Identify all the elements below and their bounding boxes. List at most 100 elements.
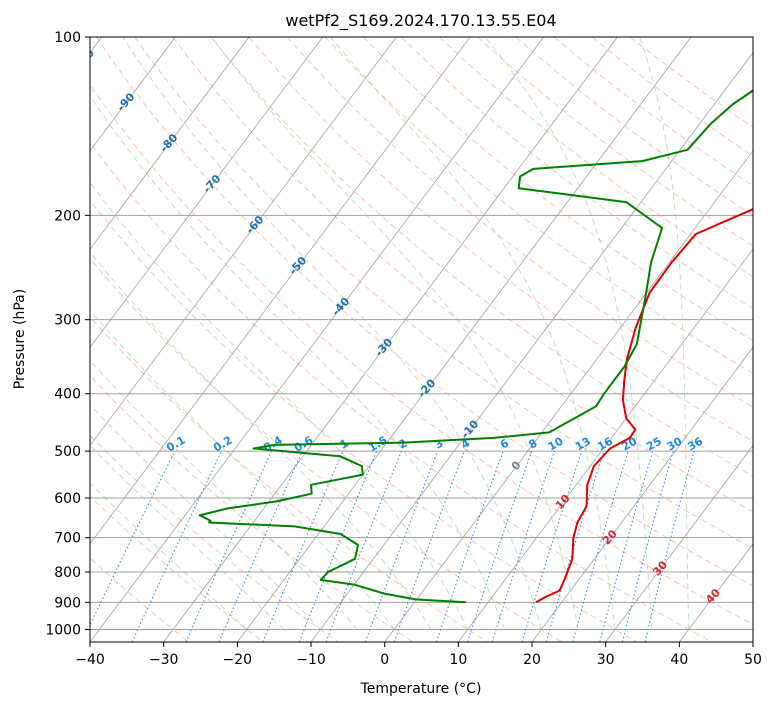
mixing-ratio-line [393,450,465,642]
dry-adiabat-line [90,84,753,625]
adiabat-label: -20 [415,376,438,400]
dry-adiabat-line [172,37,753,513]
isotherm-line [605,444,753,642]
y-tick-label: 100 [54,30,81,46]
x-tick-label: 50 [744,652,762,668]
chart-title: wetPf2_S169.2024.170.13.55.E04 [285,11,556,31]
moist-adiabat-line [211,37,579,630]
isotherm-line [90,37,545,642]
isotherm-line [90,37,324,348]
adiabat-label: -60 [243,213,266,237]
dry-adiabat-line [401,37,753,310]
mixing-ratio-line [90,450,176,626]
dry-adiabat-line [515,37,753,217]
y-tick-label: 1000 [45,622,81,638]
temperature-profile [535,208,753,604]
moist-adiabat-line [90,181,469,630]
adiabat-label: -30 [372,336,395,360]
mixing-ratio-line [325,450,402,642]
mixing-ratio-label: 6 [498,436,511,451]
dry-adiabat-line [439,37,753,278]
y-tick-label: 900 [54,595,81,611]
adiabat-label: -90 [114,90,137,114]
isotherm-line [237,37,692,642]
isotherm-line [90,37,250,250]
x-tick-label: −20 [223,652,253,668]
adiabat-label: -80 [157,131,180,155]
dry-adiabat-line [477,37,753,247]
mixing-ratio-line [572,450,629,642]
x-tick-label: 0 [380,652,389,668]
dewpoint-profile [198,89,753,604]
dry-adiabat-line [90,557,190,642]
adiabat-label: 10 [553,492,573,512]
x-tick-label: −40 [75,652,105,668]
moist-adiabat-line [90,94,506,630]
isotherm-line [531,346,753,642]
mixing-ratio-label: 2 [396,437,409,452]
isotherm-line [90,37,397,447]
moist-adiabat-line [90,359,358,630]
adiabat-label: -50 [286,254,309,278]
y-tick-label: 800 [54,565,81,581]
dry-adiabat-line [90,495,264,642]
x-tick-label: 40 [670,652,688,668]
isotherm-line [163,37,618,642]
moist-adiabat-line [484,37,653,630]
mixing-ratio-line [644,450,695,642]
adiabat-label: -40 [329,295,352,319]
moist-adiabat-line [639,37,690,630]
adiabat-label: -100 [69,46,97,75]
mixing-ratio-line [364,450,439,642]
moist-adiabat-line [122,37,542,630]
moist-adiabat-line [90,251,432,630]
dry-adiabat-line [90,199,638,642]
mixing-ratio-line [298,450,378,642]
moist-adiabat-line [90,482,248,630]
line-annotations: 0.1 0.2 0.4 0.6 1 1.5 2 3 4 6 8 10 13 16 20 25 30 36-100-… [69,46,723,606]
dry-adiabat-line [553,37,753,187]
dry-adiabat-line [134,37,753,550]
adiabat-label: 40 [703,586,723,606]
x-tick-label: −10 [296,652,326,668]
y-tick-label: 300 [54,313,81,329]
y-tick-label: 200 [54,208,81,224]
mixing-ratio-line [599,450,654,642]
isotherm-line [310,51,753,642]
isotherm-line [90,37,176,152]
dry-adiabat-line [90,257,563,642]
moist-adiabat-line [90,404,321,630]
x-tick-label: −30 [149,652,179,668]
mixing-ratio-line [621,450,674,642]
dry-adiabat-line [90,316,488,642]
y-tick-label: 700 [54,531,81,547]
dry-adiabat-line [90,142,712,642]
moist-adiabat-line [90,444,284,630]
x-tick-label: 10 [449,652,467,668]
mixing-ratio-line [521,450,583,642]
y-tick-label: 600 [54,491,81,507]
mixing-ratio-line [435,450,504,642]
isotherm-line [752,641,753,642]
x-axis-label: Temperature (°C) [360,681,482,697]
dry-adiabat-line [363,37,753,342]
y-tick-label: 400 [54,387,81,403]
mixing-ratio-line [545,450,605,642]
dry-adiabat-line [96,37,753,587]
isotherm-line [90,37,471,545]
adiabat-label: -10 [458,417,481,441]
isotherm-line [384,150,753,642]
dry-adiabat-line [90,375,414,642]
dry-adiabat-line [210,37,753,477]
adiabat-label: 0 [509,458,524,473]
mixing-ratio-line [491,450,555,642]
plot-frame [89,36,754,643]
mixing-ratio-line [467,450,533,642]
dry-adiabat-line [324,37,753,375]
mixing-ratio-line [218,450,303,642]
x-tick-label: 20 [523,652,541,668]
x-tick-label: 30 [597,652,615,668]
mixing-ratio-line [185,450,272,642]
isotherm-line [458,248,753,642]
